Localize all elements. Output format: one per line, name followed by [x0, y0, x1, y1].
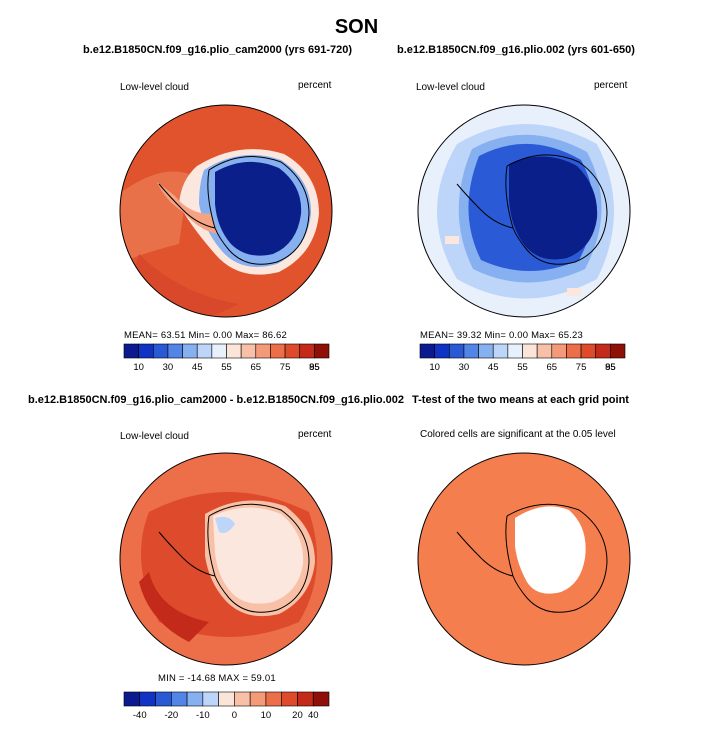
panel-3-stats: MIN = -14.68 MAX = 59.01 — [158, 673, 276, 684]
panel-2-variable-label: Low-level cloud — [416, 82, 485, 93]
colorbar-swatch — [478, 343, 494, 359]
colorbar-swatch — [265, 691, 282, 707]
colorbar-swatch — [463, 343, 479, 359]
colorbar-tick-label: 95 — [605, 362, 616, 373]
antarctic-peninsula — [157, 182, 217, 234]
colorbar-tick-label: 30 — [459, 362, 470, 373]
colorbar-swatch — [507, 343, 523, 359]
colorbar-swatch — [281, 691, 298, 707]
colorbar-tick-label: 45 — [192, 362, 203, 373]
colorbar-tick-label: 75 — [576, 362, 587, 373]
panel-4-subtitle: Colored cells are significant at the 0.0… — [420, 429, 616, 440]
colorbar-swatch — [312, 691, 330, 707]
panel-1-units-label: percent — [298, 80, 332, 91]
colorbar-swatch — [419, 343, 435, 359]
colorbar-swatch — [566, 343, 582, 359]
panel-2-polar-map — [417, 104, 631, 318]
colorbar-swatch — [610, 343, 626, 359]
panel-3-colorbar: -40 -20 -10 0 10 20 40 — [123, 691, 330, 721]
colorbar-tick-label: 10 — [133, 362, 144, 373]
colorbar-swatch — [284, 343, 301, 359]
panel-3-title: b.e12.B1850CN.f09_g16.plio_cam2000 - b.e… — [28, 394, 405, 406]
panel-4-significance-map — [417, 452, 631, 666]
colorbar-swatch — [202, 691, 219, 707]
colorbar-swatch — [492, 343, 509, 359]
colorbar-swatch — [123, 343, 139, 359]
ice-low-cloud — [215, 161, 302, 256]
colorbar-tick-label: 10 — [261, 710, 272, 721]
colorbar-tick-label: -40 — [133, 710, 147, 721]
colorbar-swatch — [270, 343, 286, 359]
colorbar-tick-label: -10 — [196, 710, 210, 721]
colorbar-swatch — [522, 343, 538, 359]
colorbar-swatch — [299, 343, 315, 359]
colorbar-tick-label: 45 — [488, 362, 499, 373]
colorbar-tick-label: 65 — [546, 362, 557, 373]
diff-low — [215, 516, 235, 533]
ice-low-cloud — [509, 156, 598, 260]
panel-3-variable-label: Low-level cloud — [120, 431, 189, 442]
panel-1-title: b.e12.B1850CN.f09_g16.plio_cam2000 (yrs … — [83, 44, 353, 56]
coastline — [158, 156, 310, 265]
colorbar-tick-label: 75 — [280, 362, 291, 373]
coastline — [158, 503, 310, 613]
colorbar-swatch — [171, 691, 188, 707]
coastline — [456, 154, 608, 265]
colorbar-tick-label: 40 — [308, 710, 319, 721]
colorbar-swatch — [152, 343, 169, 359]
colorbar-tick-label: 95 — [309, 362, 320, 373]
colorbar-tick-label: 65 — [250, 362, 261, 373]
colorbar-swatch — [249, 691, 267, 707]
panel-2-units-label: percent — [594, 80, 628, 91]
colorbar-swatch — [167, 343, 183, 359]
colorbar-swatch — [434, 343, 450, 359]
colorbar-swatch — [595, 343, 611, 359]
colorbar-tick-label: -20 — [164, 710, 178, 721]
colorbar-tick-label: 85 — [605, 362, 616, 373]
colorbar-swatch — [240, 343, 257, 359]
colorbar-swatch — [255, 343, 271, 359]
panel-1-polar-map — [119, 104, 333, 318]
colorbar-swatch — [139, 691, 156, 707]
colorbar-swatch — [211, 343, 227, 359]
not-significant-region — [515, 506, 586, 594]
diff-band — [139, 572, 209, 642]
colorbar-tick-label: 85 — [309, 362, 320, 373]
panel-1-variable-label: Low-level cloud — [120, 82, 189, 93]
colorbar-tick-label: 55 — [221, 362, 232, 373]
colorbar-swatch — [297, 691, 314, 707]
panel-1-stats: MEAN= 63.51 Min= 0.00 Max= 86.62 — [124, 330, 287, 341]
colorbar-swatch — [448, 343, 465, 359]
coastline — [456, 503, 608, 613]
panel-3-polar-map — [119, 452, 333, 666]
colorbar-swatch — [551, 343, 567, 359]
panel-3-units-label: percent — [298, 429, 332, 440]
colorbar-tick-label: 10 — [429, 362, 440, 373]
colorbar-swatch — [536, 343, 553, 359]
colorbar-tick-label: 20 — [292, 710, 303, 721]
colorbar-swatch — [138, 343, 154, 359]
panel-4-title: T-test of the two means at each grid poi… — [412, 394, 629, 406]
colorbar-swatch — [218, 691, 235, 707]
colorbar-swatch — [226, 343, 242, 359]
colorbar-swatch — [182, 343, 198, 359]
colorbar-swatch — [196, 343, 213, 359]
colorbar-tick-label: 30 — [163, 362, 174, 373]
page-title: SON — [334, 16, 379, 38]
diff-near-zero — [213, 507, 304, 604]
colorbar-swatch — [155, 691, 172, 707]
colorbar-tick-label: 55 — [517, 362, 528, 373]
panel-2-title: b.e12.B1850CN.f09_g16.plio.002 (yrs 601-… — [397, 44, 635, 56]
colorbar-tick-label: 0 — [232, 710, 237, 721]
colorbar-swatch — [580, 343, 597, 359]
colorbar-swatch — [314, 343, 330, 359]
colorbar-swatch — [123, 691, 141, 707]
colorbar-swatch — [186, 691, 204, 707]
colorbar-swatch — [234, 691, 251, 707]
panel-2-stats: MEAN= 39.32 Min= 0.00 Max= 65.23 — [420, 330, 583, 341]
